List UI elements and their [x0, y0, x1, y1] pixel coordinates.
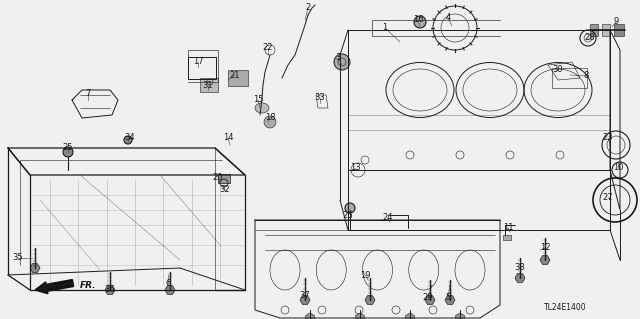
Bar — [188, 57, 216, 79]
Text: 30: 30 — [553, 65, 563, 75]
Text: 1: 1 — [382, 24, 388, 33]
Circle shape — [63, 147, 73, 157]
Circle shape — [345, 203, 355, 213]
Text: 16: 16 — [413, 16, 423, 25]
Text: 19: 19 — [360, 271, 371, 279]
Text: 34: 34 — [125, 133, 135, 143]
Text: 8: 8 — [583, 71, 589, 80]
FancyArrow shape — [35, 279, 74, 294]
Bar — [614, 24, 624, 36]
Bar — [503, 235, 511, 240]
Text: 33: 33 — [315, 93, 325, 102]
Text: 27: 27 — [603, 194, 613, 203]
Text: 18: 18 — [265, 114, 275, 122]
Text: 10: 10 — [612, 164, 623, 173]
Text: 26: 26 — [342, 211, 353, 219]
Circle shape — [334, 54, 350, 70]
Bar — [590, 24, 598, 36]
Text: 35: 35 — [13, 254, 23, 263]
Circle shape — [414, 16, 426, 28]
Bar — [552, 68, 587, 88]
Bar — [602, 24, 610, 36]
Text: 15: 15 — [253, 95, 263, 105]
Text: 31: 31 — [203, 80, 213, 90]
Text: 14: 14 — [223, 133, 233, 143]
Text: 6: 6 — [165, 279, 171, 288]
Text: 21: 21 — [230, 70, 240, 79]
Text: 38: 38 — [515, 263, 525, 272]
Text: 17: 17 — [193, 57, 204, 66]
Circle shape — [124, 136, 132, 144]
Bar — [228, 70, 248, 86]
Text: 7: 7 — [85, 88, 91, 98]
Text: 23: 23 — [603, 133, 613, 143]
Text: 20: 20 — [212, 174, 223, 182]
Text: 11: 11 — [503, 224, 513, 233]
Bar — [200, 78, 218, 92]
Ellipse shape — [255, 103, 269, 113]
Text: 12: 12 — [540, 243, 550, 253]
Text: 9: 9 — [613, 18, 619, 26]
Text: TL24E1400: TL24E1400 — [544, 303, 586, 313]
Text: 22: 22 — [263, 43, 273, 53]
Text: 37: 37 — [300, 291, 310, 300]
Text: 25: 25 — [63, 144, 73, 152]
Text: 36: 36 — [104, 286, 115, 294]
Circle shape — [264, 116, 276, 128]
Text: 32: 32 — [220, 186, 230, 195]
Text: 5: 5 — [445, 293, 451, 302]
Text: FR.: FR. — [80, 280, 97, 290]
Text: 3: 3 — [335, 54, 340, 63]
Text: 4: 4 — [445, 13, 451, 23]
Bar — [218, 174, 230, 183]
Text: 13: 13 — [349, 164, 360, 173]
Text: 24: 24 — [383, 213, 393, 222]
Text: 29: 29 — [423, 293, 433, 302]
Text: 28: 28 — [585, 33, 595, 42]
Text: 2: 2 — [305, 4, 310, 12]
